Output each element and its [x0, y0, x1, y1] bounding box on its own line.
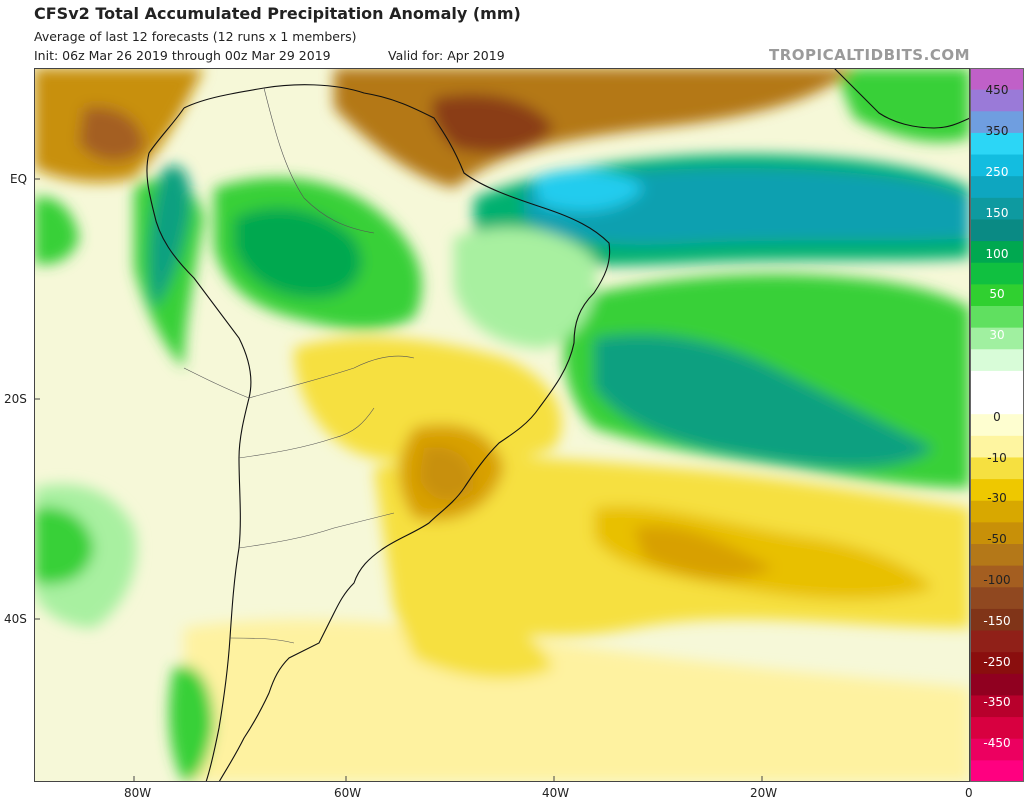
lat-label-eq: EQ — [10, 172, 28, 186]
colorbar-swatch — [970, 219, 1024, 242]
west-africa-wet — [834, 68, 970, 142]
lon-label-20w: 20W — [750, 786, 778, 800]
tropical-atlantic-wet-core — [594, 334, 934, 468]
map-header: CFSv2 Total Accumulated Precipitation An… — [0, 0, 1024, 68]
lon-label-60w: 60W — [334, 786, 362, 800]
valid-time: Valid for: Apr 2019 — [388, 48, 505, 63]
colorbar-swatch — [970, 111, 1024, 134]
colorbar-label: -450 — [983, 736, 1011, 751]
colorbar-swatch — [970, 306, 1024, 329]
andes-wet-core — [148, 165, 191, 308]
colorbar-swatch — [970, 262, 1024, 285]
colorbar-swatch — [970, 500, 1024, 523]
map-title: CFSv2 Total Accumulated Precipitation An… — [34, 4, 521, 23]
colorbar-label: 250 — [985, 165, 1009, 179]
colorbar-swatch — [970, 717, 1024, 740]
east-pacific-wet-core — [34, 507, 94, 585]
colorbar-swatch — [970, 132, 1024, 156]
colorbar-label: -50 — [987, 532, 1007, 547]
colorbar-label: -100 — [983, 573, 1011, 587]
colorbar-swatch — [970, 89, 1024, 112]
lat-label-40s: 40S — [4, 612, 27, 626]
colorbar-swatch — [970, 738, 1024, 761]
brand-watermark: TROPICALTIDBITS.COM — [769, 46, 970, 64]
south-atlantic-dry-center — [634, 526, 774, 579]
colorbar-swatch — [970, 176, 1024, 199]
colorbar-swatch — [970, 652, 1024, 675]
northwest-dry-core — [79, 107, 144, 161]
colorbar-label: 100 — [985, 246, 1009, 261]
colorbar-swatch — [970, 608, 1024, 632]
colorbar-swatch — [970, 479, 1024, 502]
colorbar-label: 0 — [993, 409, 1001, 424]
lon-ticks — [133, 776, 763, 782]
northeast-brazil-wet — [454, 227, 597, 348]
patagonia-wet — [168, 666, 214, 782]
africa-coastline — [833, 68, 970, 129]
lon-label-80w: 80W — [124, 786, 152, 800]
colorbar-swatch — [970, 370, 1024, 394]
colorbar-swatch — [970, 630, 1024, 653]
colorbar-swatch — [970, 349, 1024, 372]
precipitation-anomaly-map — [34, 68, 970, 782]
colorbar-label: 50 — [989, 287, 1005, 302]
colorbar-swatch — [970, 284, 1024, 307]
init-time: Init: 06z Mar 26 2019 through 00z Mar 29… — [34, 48, 331, 63]
northern-dry-core — [432, 94, 554, 153]
colorbar-label: 350 — [985, 124, 1009, 139]
colorbar-swatches — [970, 68, 1024, 782]
amazon-wet-core — [234, 207, 362, 298]
colorbar-swatch — [970, 587, 1024, 610]
colorbar-label: -150 — [983, 613, 1011, 628]
colorbar-swatch — [970, 544, 1024, 567]
colorbar: 450 350 250 150 100 50 30 10 0 -10 -30 -50 -100 -150-… — [970, 68, 1024, 782]
lat-ticks — [34, 178, 40, 620]
colorbar-swatch — [970, 154, 1024, 177]
colorbar-label: -350 — [983, 695, 1011, 710]
colorbar-swatch — [970, 392, 1024, 415]
northwest-pacific-wet — [34, 197, 79, 265]
country-borders — [183, 87, 415, 644]
colorbar-swatch — [970, 565, 1024, 588]
colorbar-swatch — [970, 241, 1024, 264]
south-america-coastline — [146, 84, 611, 782]
lat-label-20s: 20S — [4, 392, 27, 406]
southern-brazil-dry-core — [419, 447, 474, 501]
colorbar-swatch — [970, 760, 1024, 782]
colorbar-label: -10 — [987, 450, 1007, 465]
lon-label-0: 0 — [965, 786, 973, 800]
colorbar-label: 450 — [985, 83, 1009, 98]
colorbar-label: -250 — [983, 654, 1011, 669]
colorbar-swatch — [970, 414, 1024, 437]
colorbar-label: -30 — [987, 491, 1007, 506]
colorbar-swatch — [970, 522, 1024, 545]
colorbar-swatch — [970, 435, 1024, 458]
central-brazil-dry — [294, 337, 562, 465]
colorbar-swatch — [970, 695, 1024, 718]
colorbar-label: 10 — [989, 369, 1005, 383]
lon-label-40w: 40W — [542, 786, 570, 800]
map-subtitle: Average of last 12 forecasts (12 runs x … — [34, 29, 357, 44]
southern-ocean-dry — [184, 619, 970, 782]
colorbar-swatch — [970, 68, 1024, 91]
colorbar-swatch — [970, 197, 1024, 220]
southern-yellow-patch — [394, 606, 554, 679]
colorbar-label: 30 — [989, 328, 1005, 343]
map-frame — [34, 68, 970, 782]
colorbar-swatch — [970, 327, 1024, 350]
equatorial-cyan-core — [534, 169, 644, 212]
colorbar-label: 150 — [985, 205, 1009, 220]
colorbar-swatch — [970, 673, 1024, 696]
colorbar-swatch — [970, 457, 1024, 480]
